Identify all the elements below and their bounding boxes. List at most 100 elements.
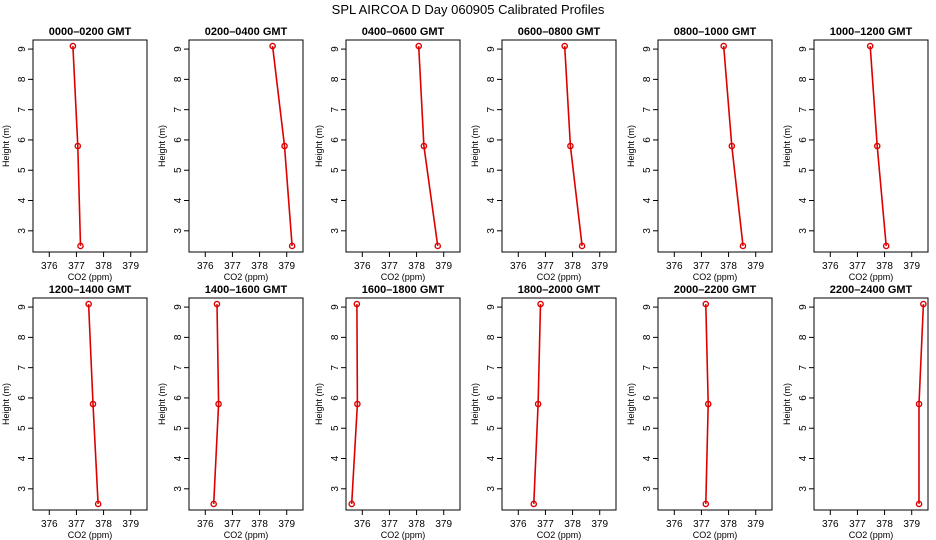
x-tick-label: 377 — [537, 261, 554, 272]
x-tick-label: 379 — [747, 261, 764, 272]
data-point — [210, 500, 217, 508]
x-tick-label: 377 — [693, 519, 710, 530]
x-tick-label: 378 — [720, 261, 737, 272]
data-point — [288, 242, 296, 250]
data-point — [720, 42, 727, 50]
y-tick-label: 8 — [486, 76, 497, 82]
x-tick-label: 377 — [693, 261, 710, 272]
x-tick-label: 379 — [278, 261, 295, 272]
chart-panel: 0000–0200 GMT 376 377 378 379 3 4 5 6 7 8 9 CO2 (ppm… — [1, 26, 148, 282]
y-tick-label: 4 — [798, 455, 809, 461]
data-point — [728, 142, 736, 150]
x-tick-label: 377 — [68, 519, 85, 530]
data-point — [915, 500, 923, 508]
x-tick-label: 376 — [666, 519, 683, 530]
chart-panel: 0600–0800 GMT 376 377 378 379 3 4 5 6 7 8 9 CO2 (ppm… — [470, 26, 617, 282]
x-tick-label: 379 — [591, 519, 608, 530]
x-axis-label: CO2 (ppm) — [68, 272, 113, 282]
panel-title: 0200–0400 GMT — [205, 26, 288, 38]
plot-frame — [32, 297, 148, 511]
y-tick-label: 8 — [798, 334, 809, 340]
x-tick-label: 377 — [224, 261, 241, 272]
data-point — [567, 142, 574, 150]
data-point — [704, 400, 712, 408]
plot-frame — [501, 297, 617, 511]
y-tick-label: 3 — [798, 486, 809, 492]
data-point — [537, 300, 544, 308]
y-tick-label: 7 — [642, 364, 653, 370]
series-line — [350, 304, 359, 504]
x-tick-label: 377 — [68, 261, 85, 272]
x-tick-label: 376 — [354, 519, 371, 530]
data-point — [215, 400, 222, 408]
data-point — [530, 500, 538, 508]
chart-panel: 1600–1800 GMT 376 377 378 379 3 4 5 6 7 8 9 CO2 (ppm… — [314, 284, 461, 540]
y-tick-label: 8 — [17, 334, 28, 340]
x-tick-label: 378 — [251, 519, 268, 530]
y-tick-label: 5 — [173, 167, 184, 173]
chart-panel: 1200–1400 GMT 376 377 378 379 3 4 5 6 7 8 9 CO2 (ppm… — [1, 284, 148, 540]
panel-title: 0600–0800 GMT — [518, 26, 601, 38]
x-tick-label: 378 — [876, 519, 893, 530]
chart-panel: 2200–2400 GMT 376 377 378 379 3 4 5 6 7 8 9 CO2 (ppm… — [782, 284, 929, 540]
series-line — [417, 46, 439, 247]
y-tick-label: 7 — [486, 364, 497, 370]
y-tick-label: 5 — [798, 425, 809, 431]
plot-frame — [32, 39, 148, 253]
data-point — [74, 142, 82, 150]
y-axis-label: Height (m) — [470, 125, 480, 167]
series-line — [722, 46, 744, 246]
x-tick-label: 379 — [903, 261, 920, 272]
x-axis-label: CO2 (ppm) — [849, 272, 894, 282]
data-point — [281, 142, 288, 150]
y-tick-label: 7 — [486, 106, 497, 112]
x-tick-label: 379 — [278, 519, 295, 530]
x-tick-label: 378 — [408, 519, 425, 530]
x-axis-label: CO2 (ppm) — [537, 272, 582, 282]
data-point — [415, 42, 423, 50]
y-tick-label: 7 — [330, 106, 341, 112]
y-tick-label: 6 — [330, 395, 341, 401]
data-point — [739, 242, 747, 250]
y-tick-label: 4 — [17, 197, 28, 203]
x-axis-label: CO2 (ppm) — [224, 530, 269, 540]
series-line — [705, 304, 710, 504]
y-tick-label: 7 — [173, 106, 184, 112]
panel-title: 1000–1200 GMT — [830, 26, 913, 38]
plot-frame — [813, 297, 929, 511]
x-tick-label: 376 — [510, 519, 527, 530]
y-tick-label: 4 — [330, 197, 341, 203]
x-tick-label: 376 — [197, 261, 214, 272]
y-tick-label: 9 — [486, 304, 497, 310]
y-tick-label: 3 — [330, 228, 341, 234]
panel-title: 1200–1400 GMT — [49, 284, 132, 296]
y-tick-label: 4 — [642, 197, 653, 203]
y-tick-label: 7 — [330, 364, 341, 370]
plot-frame — [188, 297, 304, 511]
y-tick-label: 4 — [173, 455, 184, 461]
panel-title: 0400–0600 GMT — [362, 26, 445, 38]
y-tick-label: 6 — [173, 137, 184, 143]
x-tick-label: 377 — [537, 519, 554, 530]
y-tick-label: 5 — [330, 425, 341, 431]
plot-frame — [813, 39, 929, 253]
x-tick-label: 377 — [849, 519, 866, 530]
y-axis-label: Height (m) — [470, 383, 480, 425]
y-tick-label: 4 — [17, 455, 28, 461]
y-tick-label: 4 — [642, 455, 653, 461]
y-tick-label: 6 — [330, 137, 341, 143]
y-tick-label: 5 — [17, 167, 28, 173]
y-tick-label: 3 — [642, 228, 653, 234]
y-tick-label: 6 — [798, 395, 809, 401]
series-line — [563, 46, 583, 246]
chart-panel: 0400–0600 GMT 376 377 378 379 3 4 5 6 7 8 9 CO2 (ppm… — [314, 26, 461, 282]
x-tick-label: 376 — [822, 261, 839, 272]
x-tick-label: 378 — [95, 519, 112, 530]
x-axis-label: CO2 (ppm) — [68, 530, 113, 540]
series-line — [533, 304, 542, 504]
y-tick-label: 4 — [173, 197, 184, 203]
y-tick-label: 5 — [798, 167, 809, 173]
y-axis-label: Height (m) — [157, 383, 167, 425]
data-point — [69, 42, 77, 50]
x-tick-label: 379 — [903, 519, 920, 530]
